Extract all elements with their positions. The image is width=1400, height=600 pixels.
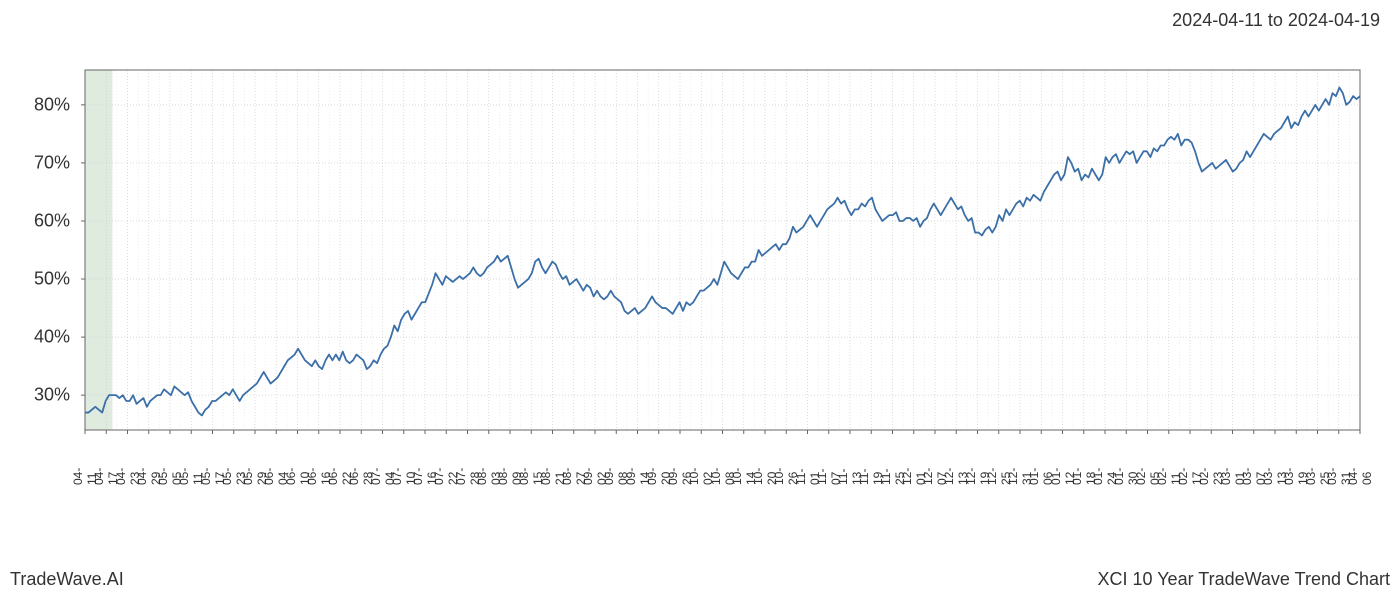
y-axis-label: 60%: [34, 210, 70, 231]
date-range-label: 2024-04-11 to 2024-04-19: [1172, 10, 1380, 31]
chart-title: XCI 10 Year TradeWave Trend Chart: [1098, 569, 1391, 590]
y-axis-label: 80%: [34, 94, 70, 115]
y-axis-label: 70%: [34, 152, 70, 173]
y-axis-label: 30%: [34, 385, 70, 406]
trend-chart: 30%40%50%60%70%80% 04-1104-1704-2304-290…: [80, 60, 1380, 480]
y-axis-label: 40%: [34, 327, 70, 348]
y-axis-label: 50%: [34, 269, 70, 290]
chart-svg: [80, 60, 1380, 480]
x-axis-label: 04-06: [1346, 468, 1374, 485]
footer-brand: TradeWave.AI: [10, 569, 124, 590]
